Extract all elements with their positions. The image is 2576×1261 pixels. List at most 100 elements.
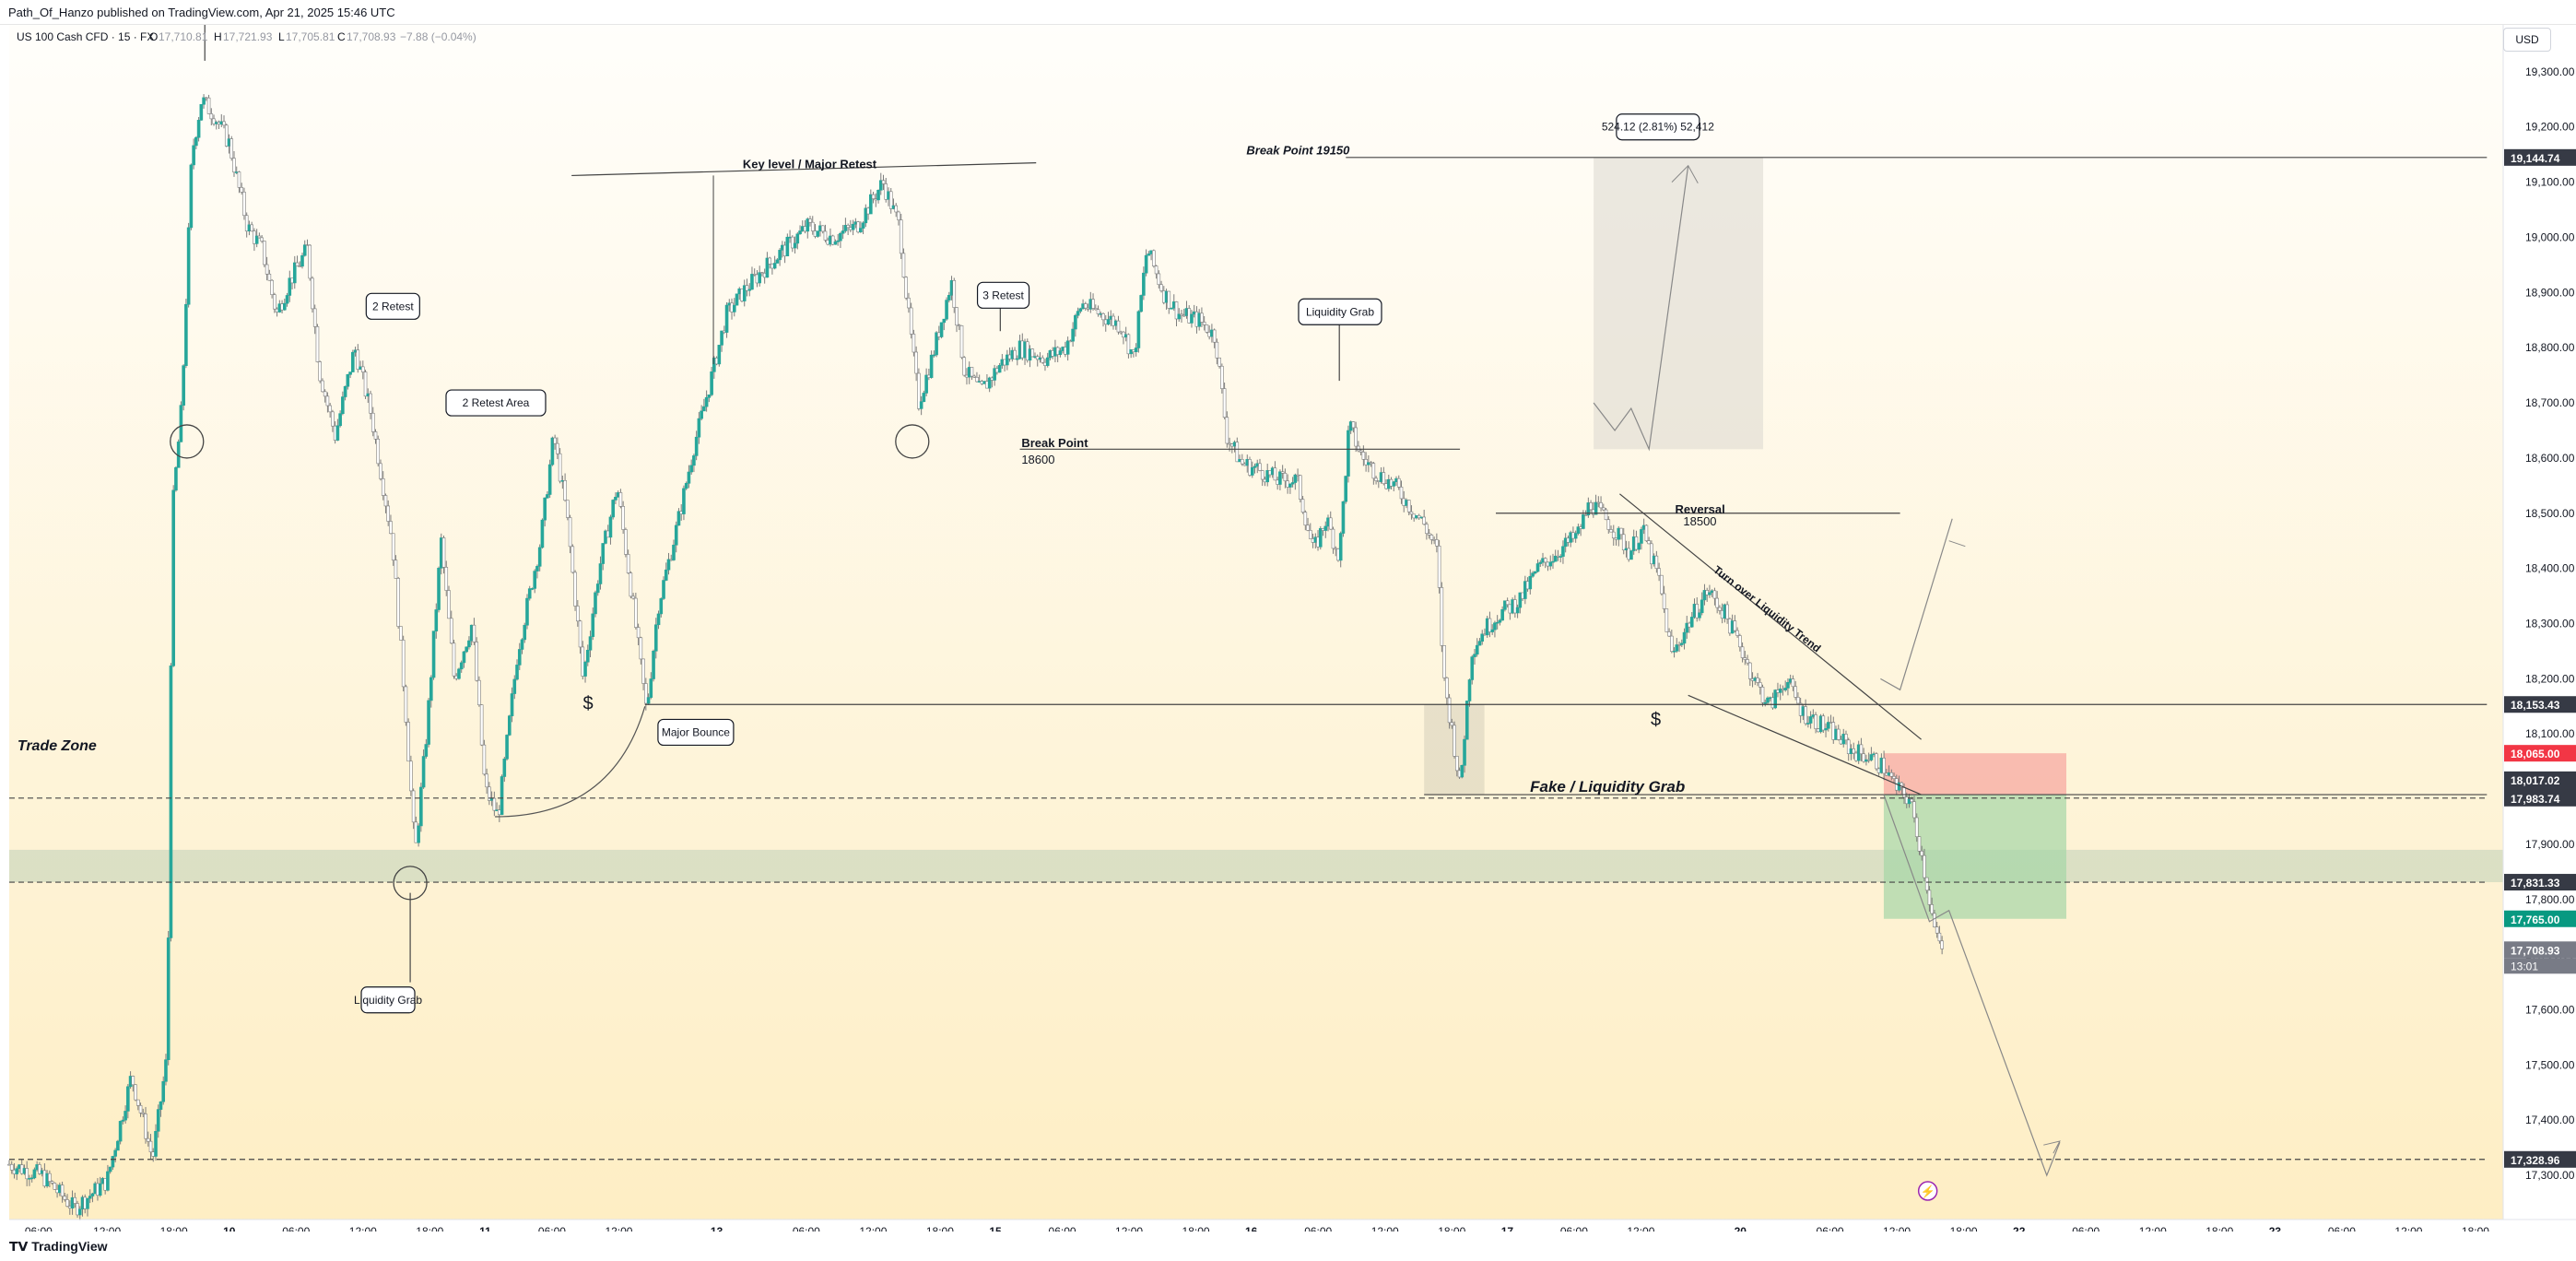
candle-body: [1740, 646, 1745, 658]
candle-body: [732, 304, 736, 312]
candle-body: [15, 1168, 19, 1174]
candle-body: [952, 280, 957, 308]
candle-body: [841, 230, 845, 234]
candle-body: [472, 624, 476, 642]
candle-body: [710, 371, 713, 395]
candle-body: [530, 588, 535, 590]
candle-body: [404, 686, 408, 723]
candle-body: [1190, 313, 1194, 324]
candle-body: [1290, 482, 1295, 485]
candle-body: [505, 735, 509, 760]
countdown-tag: [2504, 958, 2576, 974]
label-break-point-18600-value: 18600: [1021, 453, 1054, 466]
candle-body: [1167, 290, 1171, 309]
price-tag: [2504, 789, 2576, 807]
candle-body: [836, 240, 840, 242]
candle-body: [1924, 877, 1929, 891]
candle-body: [1455, 756, 1459, 772]
candle-body: [1417, 514, 1421, 519]
candle-body: [1280, 471, 1285, 474]
candle-body: [144, 1114, 147, 1139]
candle-body: [396, 578, 400, 627]
candle-body: [523, 624, 527, 641]
candle-body: [846, 225, 850, 229]
candle-body: [1662, 593, 1666, 609]
candle-body: [618, 492, 623, 507]
candle-body: [113, 1149, 117, 1157]
candle-body: [417, 825, 420, 843]
candle-body: [356, 349, 360, 370]
take-profit-zone: [1883, 795, 2067, 919]
candle-body: [389, 521, 393, 535]
candle-body: [1650, 543, 1653, 565]
candle-body: [547, 464, 552, 495]
candle-body: [288, 277, 292, 296]
candle-body: [537, 547, 542, 567]
candle-body: [318, 361, 322, 382]
legend-close-label: C: [337, 30, 346, 43]
x-tick-label: 18:00: [2205, 1225, 2233, 1232]
candle-body: [1174, 301, 1179, 320]
label-break-point-18600: Break Point: [1021, 436, 1088, 450]
candle-body: [636, 627, 641, 639]
candle-body: [265, 264, 269, 275]
candle-body: [987, 377, 992, 389]
candle-body: [1821, 715, 1826, 731]
candle-body: [485, 773, 488, 788]
candle-body: [1498, 619, 1502, 623]
candle-body: [1126, 334, 1131, 355]
candle-body: [138, 1105, 143, 1114]
candle-body: [1892, 775, 1896, 779]
candle-body: [1041, 357, 1045, 363]
candle-body: [595, 583, 600, 594]
candle-body: [1702, 590, 1707, 601]
candle-body: [1144, 254, 1148, 274]
candle-body: [904, 277, 908, 299]
candle-body: [649, 678, 653, 698]
candle-body: [186, 227, 191, 305]
x-tick-label: 06:00: [538, 1225, 566, 1232]
candle-body: [60, 1184, 65, 1197]
candle-body: [1685, 622, 1689, 633]
candle-body: [1927, 890, 1932, 905]
candle-body: [1621, 534, 1626, 550]
candle-body: [1675, 644, 1679, 652]
candle-body: [341, 396, 345, 414]
lightning-icon-glyph: ⚡: [1921, 1184, 1935, 1199]
x-tick-label: 12:00: [2139, 1225, 2167, 1232]
candle-body: [500, 776, 504, 816]
y-tick-label: 18,100.00: [2525, 727, 2575, 740]
candle-body: [1914, 817, 1919, 837]
candle-body: [899, 219, 903, 254]
y-tick-label: 17,300.00: [2525, 1169, 2575, 1182]
candle-body: [601, 543, 606, 564]
candle-body: [704, 396, 709, 407]
candle-body: [568, 517, 572, 548]
candle-body: [1344, 476, 1347, 502]
candle-body: [73, 1196, 77, 1204]
candle-body: [1293, 474, 1298, 483]
candle-body: [399, 626, 403, 641]
candle-body: [53, 1183, 57, 1190]
callout-liquidity-grab-bottom-box: [360, 986, 416, 1014]
candle-body: [371, 412, 375, 432]
candle-body: [338, 413, 342, 427]
candle-body: [421, 756, 426, 788]
candle-body: [1309, 530, 1312, 539]
candle-body: [302, 244, 307, 256]
candle-body: [1106, 319, 1111, 325]
candle-body: [1374, 477, 1378, 481]
currency-button[interactable]: USD: [2503, 28, 2551, 52]
price-tag: [2504, 771, 2576, 788]
candle-body: [512, 678, 517, 694]
candle-body: [689, 465, 693, 473]
candle-body: [666, 559, 671, 571]
candle-body: [1303, 512, 1308, 526]
candle-body: [556, 442, 559, 454]
price-chart[interactable]: 2 Retest 2 Retest Area 3 Retest Liquidity G…: [0, 0, 2576, 1232]
candle-body: [1180, 313, 1183, 316]
callout-liquidity-grab-top-box: [1298, 298, 1382, 325]
candle-body: [1644, 524, 1649, 541]
lightning-icon[interactable]: [1917, 1181, 1938, 1201]
callout-major-bounce-box: [657, 718, 735, 747]
